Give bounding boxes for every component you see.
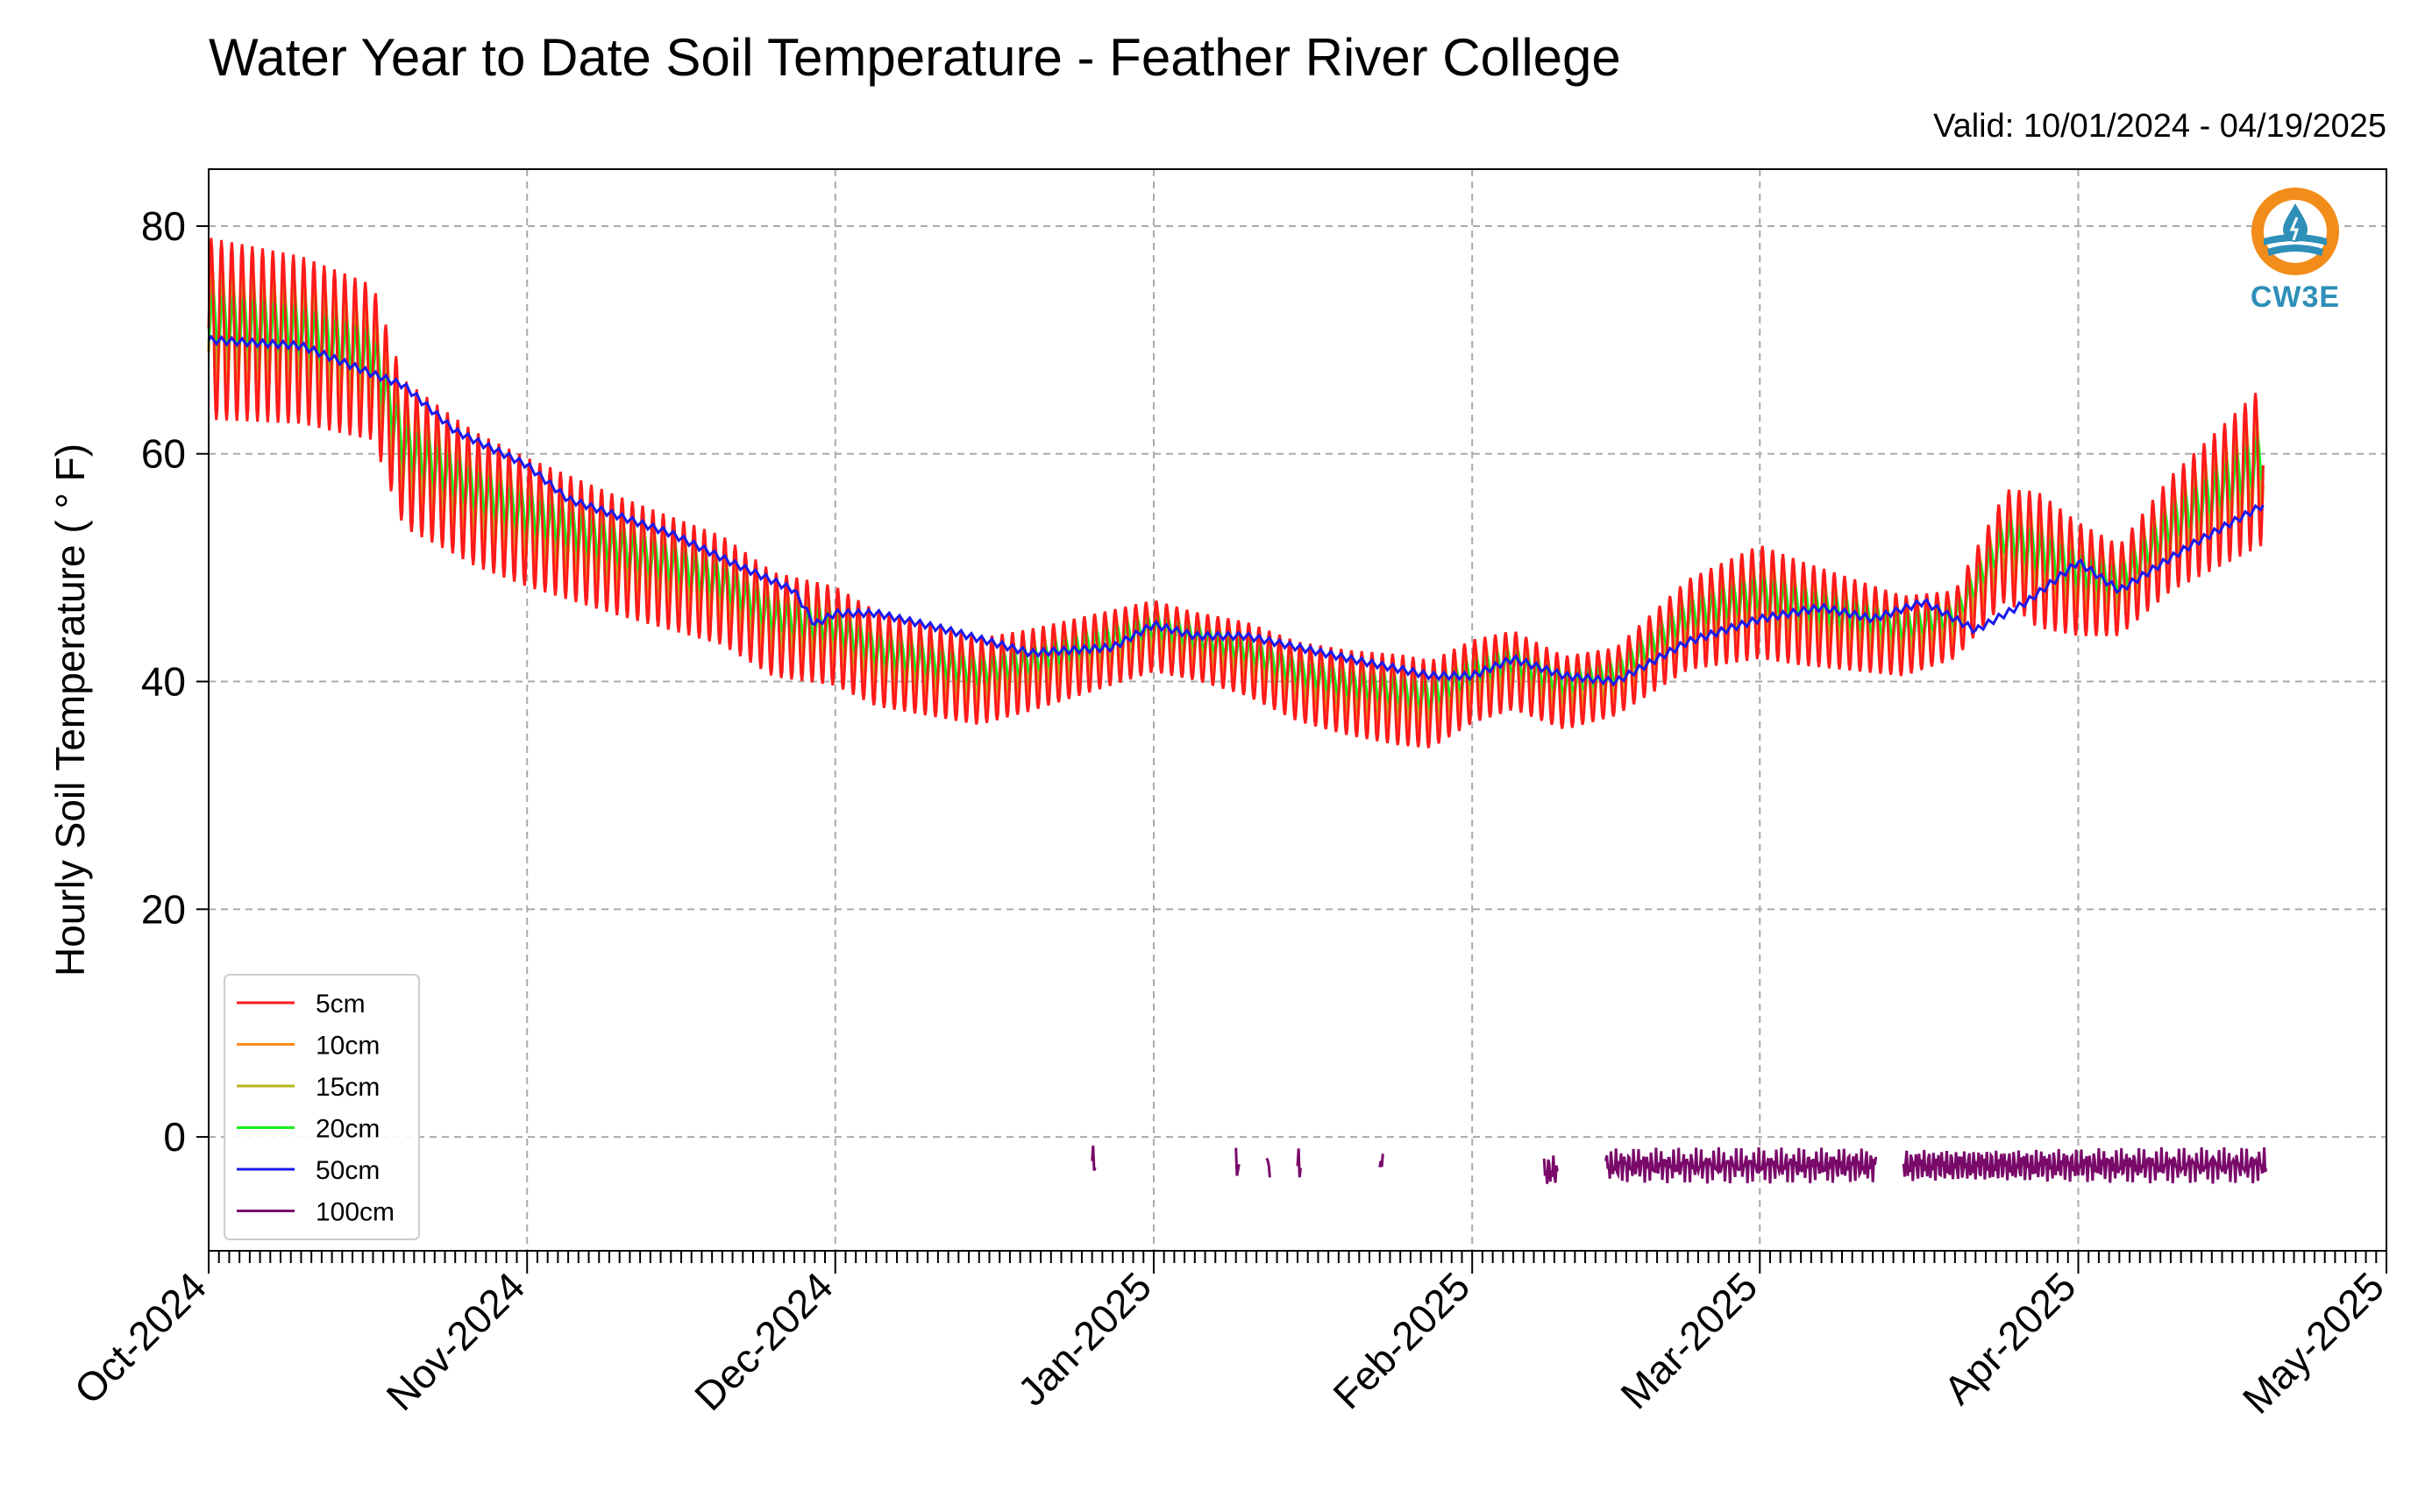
plot-frame [208,168,2387,1252]
series-line-5cm [207,238,2265,749]
series-line-100cm [1091,1146,1097,1171]
x-tick-labels: Oct-2024 Nov-2024 Dec-2024 Jan-2025 Feb-2025… [66,1263,2393,1422]
logo-text: CW3E [2250,280,2341,314]
y-tick-label: 0 [163,1114,186,1160]
y-tick-label: 80 [141,203,186,249]
series-line-100cm [1378,1154,1384,1168]
series-line-100cm [1902,1146,2268,1184]
series-line-100cm [1542,1155,1559,1184]
water-drop-logo-icon [2248,184,2343,324]
x-tick-label: Oct-2024 [66,1263,216,1413]
series-line-50cm [207,334,2265,687]
y-tick-label: 40 [141,659,186,705]
x-tick-label: Nov-2024 [377,1263,533,1419]
y-tick-labels: 0 20 40 60 80 [141,203,186,1160]
grid-lines [208,169,2387,1251]
x-tick-label: May-2025 [2234,1263,2393,1422]
x-tick-label: Apr-2025 [1935,1263,2085,1413]
legend-label-10cm: 10cm [316,1032,380,1061]
legend-label-100cm: 100cm [316,1198,395,1227]
legend-label-50cm: 50cm [316,1156,380,1185]
legend-box [224,974,420,1240]
x-tick-label: Mar-2025 [1611,1263,1766,1417]
series-line-100cm [1265,1157,1271,1178]
legend-label-15cm: 15cm [316,1073,380,1102]
valid-date-range: Valid: 10/01/2024 - 04/19/2025 [1933,108,2386,145]
y-axis-label: Hourly Soil Temperature ( ° F) [47,444,93,976]
x-tick-label: Feb-2025 [1324,1263,1478,1417]
y-tick-label: 20 [141,886,186,932]
legend-label-5cm: 5cm [316,990,366,1019]
series-line-100cm [1296,1148,1302,1178]
x-tick-label: Jan-2025 [1009,1263,1160,1414]
axis-ticks [196,224,2387,1274]
legend: 5cm 10cm 15cm 20cm 50cm 100cm [224,974,420,1240]
y-tick-label: 60 [141,431,186,477]
series-line-100cm [1604,1146,1878,1184]
legend-label-20cm: 20cm [316,1115,380,1144]
series-layer [207,238,2268,1184]
x-tick-label: Dec-2024 [686,1263,842,1419]
chart-title: Water Year to Date Soil Temperature - Fe… [209,28,1621,87]
series-line-100cm [1234,1147,1241,1176]
